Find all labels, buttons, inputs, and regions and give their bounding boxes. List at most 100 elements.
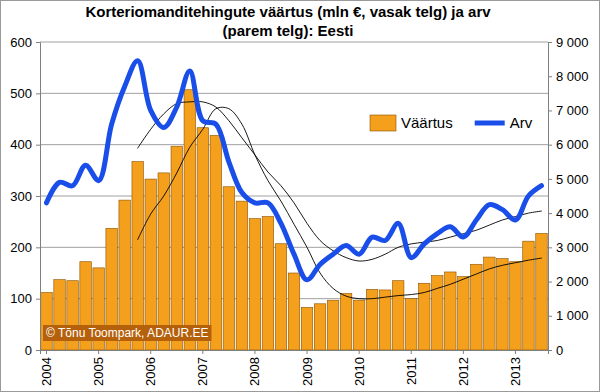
chart-svg: Korteriomanditehingute väärtus (mln €, v…	[0, 0, 600, 392]
y2-axis: 0 1 000 2 000 3 000 4 000 5 000 6 000 7 000 8 00…	[548, 35, 589, 358]
bar	[275, 244, 286, 350]
annotation-text: © Tõnu Toompark, ADAUR.EE	[46, 326, 208, 340]
x-tick: 2005	[91, 350, 106, 386]
tick-label: 2007	[195, 357, 210, 386]
bar-series	[41, 90, 547, 350]
tick-label: 2012	[456, 357, 471, 386]
tick-mark	[515, 350, 516, 354]
tick-mark	[359, 350, 360, 354]
tick-label: 3 000	[556, 240, 589, 255]
y-tick: 600	[10, 35, 40, 50]
bar	[484, 257, 495, 350]
bar	[471, 264, 482, 350]
y2-tick: 0	[548, 343, 563, 358]
tick-mark	[36, 247, 40, 248]
legend-label: Väärtus	[401, 114, 453, 131]
line-series	[47, 61, 542, 280]
x-axis: 2004 2005 2006 2007 2008 2009 2010 2011 2012 2013	[39, 350, 548, 386]
bar	[327, 300, 338, 350]
tick-label: 0	[25, 343, 32, 358]
bar	[353, 300, 364, 350]
tick-label: 2004	[39, 357, 54, 386]
x-tick: 2012	[456, 350, 471, 386]
grid-line	[40, 144, 548, 145]
chart-title: Korteriomanditehingute väärtus (mln €, v…	[85, 3, 491, 20]
tick-mark	[548, 282, 552, 283]
bar	[510, 262, 521, 350]
axis-line	[41, 351, 549, 355]
bar	[392, 281, 403, 350]
bar	[145, 179, 156, 350]
bar	[262, 217, 273, 350]
tick-label: 2008	[247, 357, 262, 386]
tick-label: 300	[10, 189, 32, 204]
x-tick: 2013	[508, 350, 523, 386]
background	[1, 1, 600, 392]
bar	[288, 273, 299, 350]
tick-label: 1 000	[556, 308, 589, 323]
tick-mark	[411, 350, 412, 354]
y-tick: 300	[10, 189, 40, 204]
bar	[171, 146, 182, 350]
bar	[197, 128, 208, 350]
tick-label: 600	[10, 35, 32, 50]
y2-tick: 3 000	[548, 240, 589, 255]
grid	[40, 42, 548, 350]
tick-mark	[150, 350, 151, 354]
bar	[405, 299, 416, 350]
tick-label: 8 000	[556, 69, 589, 84]
bar	[497, 259, 508, 350]
tick-label: 500	[10, 86, 32, 101]
tick-label: 2006	[143, 357, 158, 386]
trend-line	[138, 101, 542, 261]
bar	[379, 290, 390, 350]
y-tick: 100	[10, 291, 40, 306]
y-axis: 0 100 200 300 400 500 600	[10, 35, 40, 358]
tick-mark	[548, 145, 552, 146]
plot-area	[41, 61, 547, 350]
axis-line	[549, 43, 553, 351]
bar	[223, 187, 234, 350]
tick-mark	[548, 179, 552, 180]
tick-mark	[463, 350, 464, 354]
x-tick: 2007	[195, 350, 210, 386]
bar	[158, 173, 169, 350]
bar	[458, 277, 469, 350]
tick-label: 2013	[508, 357, 523, 386]
tick-label: 7 000	[556, 103, 589, 118]
y2-tick: 6 000	[548, 137, 589, 152]
y-tick: 0	[25, 343, 40, 358]
tick-label: 0	[556, 343, 563, 358]
bar	[314, 304, 325, 350]
annotation-box	[43, 325, 211, 341]
bar	[184, 90, 195, 350]
legend-swatch	[475, 121, 505, 126]
tick-mark	[548, 42, 552, 43]
tick-mark	[36, 196, 40, 197]
y-tick: 400	[10, 137, 40, 152]
legend-swatch	[370, 115, 396, 131]
y-tick: 500	[10, 86, 40, 101]
x-tick: 2010	[352, 350, 367, 386]
x-tick: 2011	[404, 350, 419, 385]
grid-line	[40, 196, 548, 197]
y2-tick: 4 000	[548, 206, 589, 221]
tick-mark	[548, 213, 552, 214]
tick-mark	[36, 299, 40, 300]
y2-tick: 2 000	[548, 274, 589, 289]
bar	[41, 293, 52, 350]
tick-label: 9 000	[556, 35, 589, 50]
bar	[210, 135, 221, 350]
tick-label: 5 000	[556, 172, 589, 187]
bar	[301, 307, 312, 350]
bar	[236, 201, 247, 350]
bar	[132, 162, 143, 350]
tick-mark	[36, 145, 40, 146]
tick-mark	[307, 350, 308, 354]
tick-mark	[548, 316, 552, 317]
tick-label: 200	[10, 240, 32, 255]
tick-mark	[46, 350, 47, 354]
tick-label: 2005	[91, 357, 106, 386]
tick-mark	[98, 350, 99, 354]
tick-label: 2009	[300, 357, 315, 386]
